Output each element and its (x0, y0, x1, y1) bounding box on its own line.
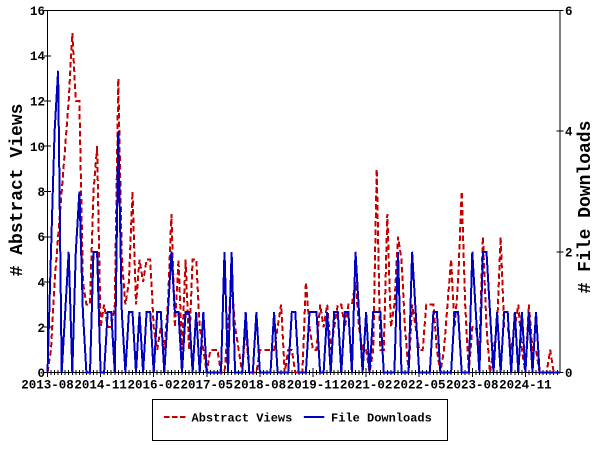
svg-text:4: 4 (565, 126, 573, 140)
svg-text:2: 2 (37, 322, 45, 336)
svg-text:6: 6 (37, 231, 45, 245)
svg-text:2018-08: 2018-08 (234, 379, 287, 393)
svg-text:2014-11: 2014-11 (74, 379, 127, 393)
svg-text:# Abstract Views: # Abstract Views (8, 104, 28, 277)
svg-text:10: 10 (30, 141, 45, 155)
svg-text:2017-05: 2017-05 (181, 379, 234, 393)
svg-text:2024-11: 2024-11 (499, 379, 552, 393)
svg-text:2022-05: 2022-05 (393, 379, 446, 393)
svg-text:2019-11: 2019-11 (287, 379, 340, 393)
svg-text:8: 8 (37, 186, 45, 200)
svg-text:0: 0 (565, 367, 573, 381)
svg-text:2021-02: 2021-02 (340, 379, 393, 393)
svg-text:0: 0 (37, 367, 45, 381)
svg-text:14: 14 (30, 50, 46, 64)
svg-text:2013-08: 2013-08 (21, 379, 74, 393)
svg-text:6: 6 (565, 5, 573, 19)
svg-text:16: 16 (30, 5, 45, 19)
svg-text:2: 2 (565, 246, 573, 260)
svg-text:4: 4 (37, 277, 45, 291)
svg-text:2016-02: 2016-02 (127, 379, 180, 393)
svg-text:12: 12 (30, 96, 45, 110)
svg-text:File Downloads: File Downloads (331, 412, 432, 426)
svg-text:2023-08: 2023-08 (446, 379, 499, 393)
svg-text:Abstract Views: Abstract Views (192, 412, 293, 426)
svg-text:# File Downloads: # File Downloads (576, 121, 596, 294)
